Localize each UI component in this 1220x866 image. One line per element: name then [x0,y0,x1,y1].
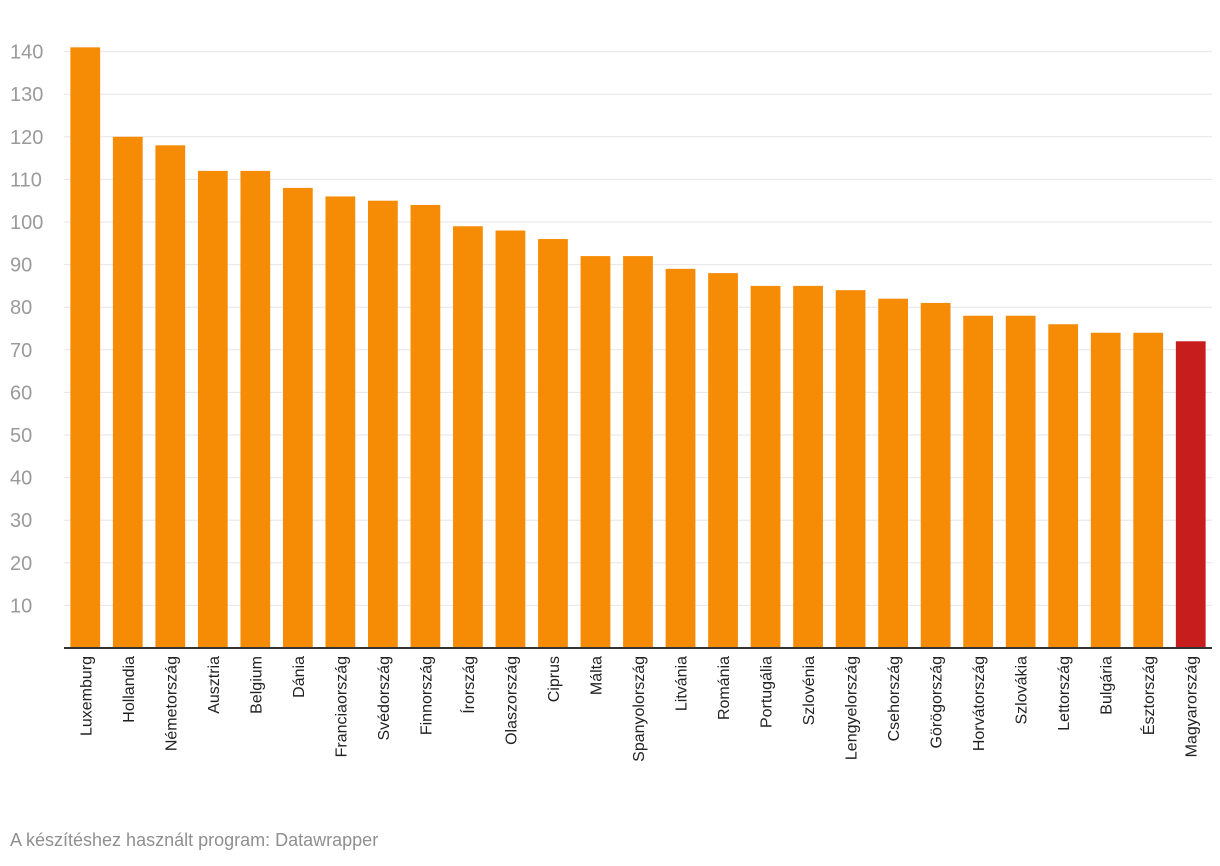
bar-5 [282,187,313,649]
x-tick-label: Lengyelország [844,656,861,760]
bar-6 [325,196,356,648]
bar-7 [368,200,398,648]
x-tick-label: Belgium [248,656,265,714]
bar-12 [580,256,611,648]
x-tick-label: Magyarország [1184,656,1201,757]
x-tick-label: Olaszország [503,656,520,745]
bar-21 [963,315,994,648]
x-tick-label: Svédország [376,656,393,741]
bar-17 [793,285,823,648]
bars [70,47,1206,649]
y-tick-label: 10 [10,595,32,617]
x-tick-label: Szlovénia [801,656,818,725]
x-tick-label: Szlovákia [1014,656,1031,725]
bar-24 [1090,332,1121,648]
x-tick-label: Dánia [291,656,308,698]
y-tick-label: 130 [10,84,43,106]
x-tick-label: Görögország [929,656,946,749]
bar-8 [410,204,441,648]
x-tick-label: Ausztria [206,656,223,714]
x-tick-label: Írország [459,656,478,714]
x-tick-label: Franciaország [333,656,350,757]
y-tick-label: 80 [10,297,32,319]
y-tick-label: 120 [10,127,43,149]
x-tick-label: Málta [588,656,605,695]
bar-9 [453,226,483,648]
bar-3 [197,170,228,648]
bar-1 [112,136,143,649]
x-tick-label: Ciprus [546,656,563,702]
y-tick-label: 50 [10,425,32,447]
y-tick-label: 70 [10,340,32,362]
x-tick-label: Bulgária [1099,656,1116,715]
y-tick-label: 140 [10,42,43,64]
x-tick-label: Spanyolország [631,656,648,762]
x-tick-label: Lettország [1056,656,1073,731]
bar-11 [538,239,568,649]
bar-2 [155,145,186,648]
y-tick-label: 30 [10,510,32,532]
bar-14 [665,268,696,648]
x-tick-label: Észtország [1139,656,1158,735]
bar-0 [70,47,101,648]
bar-4 [240,170,271,648]
bar-13 [623,256,653,648]
y-tick-label: 110 [10,169,42,191]
x-tick-label: Németország [163,656,180,751]
y-tick-label: 90 [10,255,32,277]
x-tick-label: Portugália [759,656,776,728]
x-tick-label: Luxemburg [78,656,95,736]
bar-18 [835,290,866,648]
x-tick-label: Finnország [418,656,435,735]
x-axis-labels: Luxemburg Hollandia Németország Ausztria Bel… [78,656,1200,762]
x-tick-label: Litvánia [674,656,691,711]
x-tick-label: Hollandia [121,656,138,723]
bar-20 [920,302,951,648]
y-axis-ticks: 10 20 30 40 50 60 70 80 90 100 110 120 130 140 [10,42,43,618]
footer-credit: A készítéshez használt program: Datawrap… [10,830,379,850]
y-tick-label: 20 [10,553,32,575]
bar-26 [1175,341,1206,648]
bar-15 [708,273,738,648]
y-tick-label: 60 [10,382,32,404]
bar-16 [750,285,781,648]
bar-10 [495,230,526,648]
bar-23 [1048,324,1079,648]
x-tick-label: Horvátország [971,656,988,751]
bar-chart: 10 20 30 40 50 60 70 80 90 100 110 120 130 140 Luxemb… [10,42,1212,762]
y-tick-label: 100 [10,212,43,234]
x-tick-label: Csehország [886,656,903,741]
bar-22 [1005,315,1036,648]
bar-25 [1133,332,1164,648]
y-tick-label: 40 [10,468,32,490]
bar-19 [878,298,908,648]
x-tick-label: Románia [716,656,733,720]
